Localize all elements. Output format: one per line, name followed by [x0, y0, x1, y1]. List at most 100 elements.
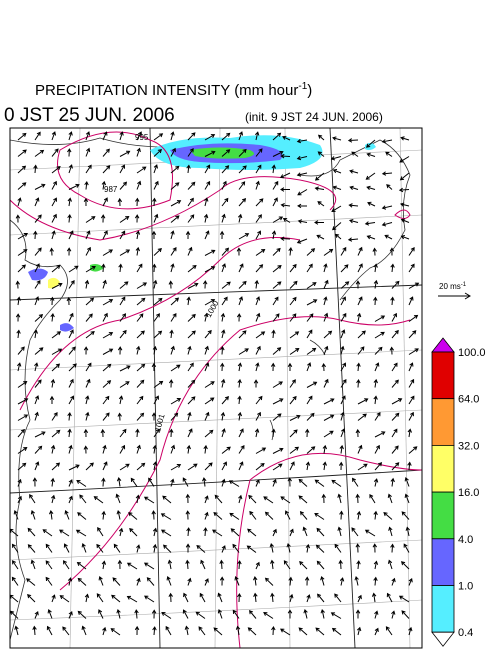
wind-vector — [102, 165, 111, 174]
colorbar-segment — [431, 398, 455, 446]
wind-vector — [221, 545, 226, 553]
wind-vector — [63, 560, 70, 570]
wind-vector — [357, 263, 363, 273]
wind-vector — [316, 234, 325, 240]
wind-vector — [364, 221, 376, 226]
precipitation — [28, 135, 376, 332]
wind-vector — [255, 230, 262, 240]
wind-vector — [238, 280, 247, 289]
wind-vector — [373, 279, 379, 289]
wind-vector — [237, 411, 243, 421]
wind-vector — [255, 345, 261, 355]
wind-vector — [289, 414, 301, 421]
wind-vector — [356, 379, 361, 388]
wind-vector — [204, 329, 212, 339]
wind-vector — [100, 428, 106, 438]
wind-vector — [289, 263, 297, 273]
wind-vector — [187, 313, 196, 322]
wind-vector — [320, 608, 325, 619]
wind-vector — [195, 611, 206, 619]
wind-vector — [238, 296, 244, 306]
wind-vector — [98, 609, 104, 619]
wind-vector — [317, 593, 325, 603]
wind-vector — [84, 593, 90, 603]
wind-vector — [219, 559, 224, 570]
wind-vector — [68, 611, 73, 619]
wind-vector — [26, 578, 36, 586]
wind-vector — [263, 496, 274, 504]
wind-vector — [184, 625, 190, 636]
wind-vector — [399, 172, 410, 181]
wind-vector — [330, 612, 342, 619]
wind-vector — [204, 495, 209, 504]
wind-vector — [284, 510, 291, 520]
wind-vector — [306, 248, 316, 256]
wind-vector — [340, 329, 346, 339]
wind-vector — [186, 527, 191, 537]
wind-vector — [247, 528, 257, 537]
wind-vector — [263, 612, 274, 619]
wind-vector — [365, 139, 376, 148]
wind-vector — [238, 131, 244, 141]
wind-vector — [170, 147, 176, 157]
wind-vector — [255, 411, 261, 421]
wind-vector — [391, 280, 400, 289]
wind-vector — [390, 543, 395, 553]
wind-vector — [34, 197, 40, 207]
wind-vector — [17, 346, 25, 355]
wind-vector — [10, 594, 19, 603]
wind-vector — [187, 246, 193, 256]
wind-vector — [356, 626, 362, 636]
wind-vector — [381, 205, 393, 210]
wind-vector — [166, 576, 172, 586]
wind-vector — [153, 213, 159, 223]
wind-vector — [119, 131, 124, 141]
wind-vector — [366, 152, 376, 157]
wind-vector — [280, 153, 291, 159]
wind-vector — [187, 214, 195, 223]
wind-vector — [304, 576, 310, 586]
wind-vector — [204, 397, 215, 405]
wind-vector — [391, 445, 399, 454]
wind-vector — [373, 478, 379, 487]
wind-vector — [408, 395, 415, 405]
wind-vector — [236, 247, 242, 256]
colorbar-label: 64.0 — [458, 394, 479, 406]
wind-vector — [255, 362, 260, 372]
wind-vector — [367, 201, 376, 207]
wind-vector — [101, 560, 107, 570]
wind-vector — [272, 296, 279, 306]
wind-vector — [143, 562, 155, 570]
wind-vector — [298, 478, 308, 487]
wind-vector — [204, 164, 211, 174]
wind-vector — [170, 478, 175, 487]
wind-vector — [110, 628, 121, 636]
wind-vector — [170, 364, 181, 372]
wind-vector — [365, 172, 376, 180]
wind-vector — [51, 131, 57, 141]
wind-vector — [85, 230, 91, 240]
wind-vector — [47, 609, 53, 619]
wind-vector — [102, 312, 108, 322]
wind-vector — [185, 559, 190, 570]
wind-vector — [116, 608, 121, 619]
wind-vector — [381, 171, 393, 176]
wind-vector — [203, 213, 209, 223]
wind-vector — [355, 543, 360, 553]
wind-vector — [34, 314, 44, 322]
wind-vector — [34, 131, 41, 141]
wind-vector — [204, 266, 216, 273]
wind-vector — [51, 494, 56, 504]
wind-vector — [27, 527, 36, 537]
wind-vector — [299, 560, 308, 570]
wind-vector — [306, 412, 315, 421]
wind-vector — [322, 461, 327, 471]
wind-vector — [323, 312, 329, 322]
wind-vector — [286, 542, 291, 553]
wind-vector — [119, 249, 131, 256]
wind-vector — [373, 378, 378, 388]
wind-vector — [221, 149, 231, 157]
wind-vector — [33, 164, 38, 174]
wind-vector — [204, 180, 211, 190]
wind-vector — [85, 131, 91, 141]
